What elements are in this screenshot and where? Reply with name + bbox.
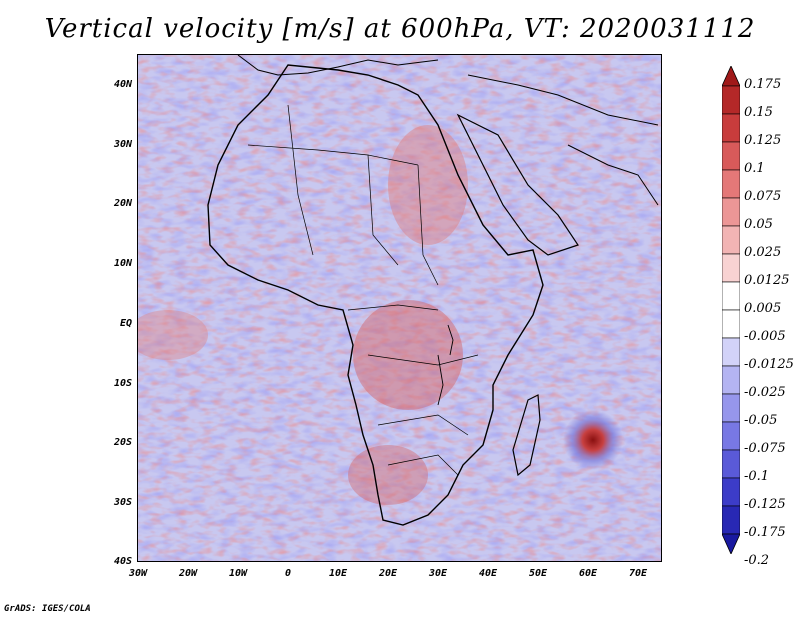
velocity-map [138,55,661,561]
colorbar-label: -0.2 [744,553,770,568]
arabia-coastline [456,113,579,256]
lon-label: 0 [284,568,292,579]
lon-label: 40E [478,568,498,579]
colorbar-block [722,477,740,507]
colorbar-label: -0.025 [744,385,786,400]
colorbar-label: 0.075 [744,189,782,204]
colorbar-label: -0.1 [744,469,770,484]
country-borders [247,104,479,476]
colorbar-label: -0.05 [744,413,778,428]
grads-credit: GrADS: IGES/COLA [4,604,91,614]
map-panel [137,54,662,562]
lat-label: 40S [113,556,132,567]
southern-africa-upward-patch [348,445,428,505]
colorbar-label: 0.0125 [744,273,790,288]
colorbar-block [722,225,740,255]
colorbar-block [722,421,740,451]
lat-label: EQ [119,318,132,329]
colorbar-block [722,393,740,423]
colorbar-top-arrow [722,66,740,87]
lon-label: 70E [628,568,648,579]
madagascar-coastline [512,394,541,477]
colorbar-block [722,365,740,395]
colorbar-label: -0.125 [744,497,786,512]
colorbar-label: -0.005 [744,329,786,344]
asia-coastline [467,74,659,206]
colorbar-block [722,309,740,339]
great-lakes [437,324,454,406]
africa-coastline [207,64,544,526]
lat-label: 20N [113,198,132,209]
colorbar-label: 0.125 [744,133,782,148]
colorbar-block [722,449,740,479]
colorbar-label: 0.1 [744,161,765,176]
colorbar-label: 0.175 [744,77,782,92]
colorbar-block [722,141,740,171]
lon-label: 50E [528,568,548,579]
colorbar-label: 0.025 [744,245,782,260]
lat-label: 10S [113,378,132,389]
lat-label: 20S [113,437,132,448]
lon-label: 60E [578,568,598,579]
lat-label: 30S [113,497,132,508]
lon-label: 30E [428,568,448,579]
lon-label: 10E [328,568,348,579]
congo-upward-patch [353,300,463,410]
upward-motion-pattern [138,55,661,561]
colorbar-block [722,169,740,199]
colorbar-label: -0.175 [744,525,786,540]
colorbar-block [722,85,740,115]
lat-label: 40N [113,79,132,90]
atlantic-upward-patch [138,310,208,360]
colorbar-block [722,197,740,227]
colorbar-bottom-arrow [722,533,740,554]
colorbar-label: 0.15 [744,105,773,120]
colorbar-label: -0.0125 [744,357,794,372]
lon-label: 30W [128,568,148,579]
colorbar-block [722,281,740,311]
europe-coastline [237,55,439,76]
lat-label: 10N [113,258,132,269]
lat-label: 30N [113,139,132,150]
lon-label: 10W [228,568,248,579]
colorbar-block [722,253,740,283]
sahara-upward-patch [388,125,468,245]
colorbar [722,66,740,554]
colorbar-label: 0.05 [744,217,773,232]
lon-label: 20W [178,568,198,579]
cyclone-vortex [563,410,623,470]
colorbar-block [722,505,740,535]
lon-label: 20E [378,568,398,579]
colorbar-block [722,113,740,143]
colorbar-block [722,337,740,367]
colorbar-label: -0.075 [744,441,786,456]
plot-title: Vertical velocity [m/s] at 600hPa, VT: 2… [44,14,756,44]
colorbar-label: 0.005 [744,301,782,316]
